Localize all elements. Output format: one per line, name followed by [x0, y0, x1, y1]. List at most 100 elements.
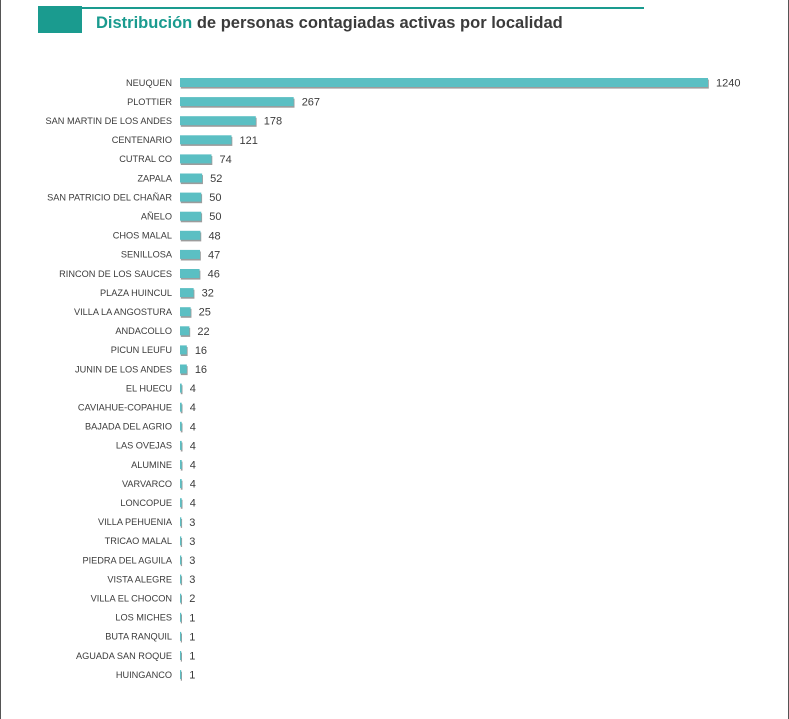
category-label-san-patricio-del-chanar: SAN PATRICIO DEL CHAÑAR: [47, 192, 172, 202]
value-label-san-martin-de-los-andes: 178: [264, 116, 282, 128]
value-label-senillosa: 47: [208, 249, 220, 261]
value-label-piedra-del-aguila: 3: [189, 555, 195, 567]
bar-cutral-co: [180, 154, 212, 164]
bar-shadow-piedra-del-aguila: [180, 557, 183, 567]
header-accent-block: [38, 6, 82, 33]
bar-aguada-san-roque: [180, 651, 182, 660]
category-label-plottier: PLOTTIER: [127, 97, 172, 107]
category-label-villa-la-angostura: VILLA LA ANGOSTURA: [74, 307, 173, 317]
chart-title-rest: de personas contagiadas activas por loca…: [192, 14, 563, 32]
value-label-chos-malal: 48: [208, 230, 220, 242]
bar-shadow-huinganco: [180, 671, 182, 681]
bar-shadow-villa-pehuenia: [180, 518, 183, 528]
bar-centenario: [180, 135, 232, 145]
bar-rincon-de-los-sauces: [180, 269, 200, 278]
value-label-caviahue-copahue: 4: [190, 402, 196, 414]
value-label-andacollo: 22: [197, 326, 209, 338]
chart-title: Distribución de personas contagiadas act…: [96, 14, 563, 33]
value-label-anelo: 50: [209, 211, 221, 223]
category-label-caviahue-copahue: CAVIAHUE-COPAHUE: [78, 403, 172, 413]
category-label-anelo: AÑELO: [141, 212, 172, 222]
bar-las-ovejas: [180, 440, 182, 450]
bar-varvarco: [180, 479, 182, 489]
category-label-cutral-co: CUTRAL CO: [119, 154, 172, 164]
category-label-chos-malal: CHOS MALAL: [113, 231, 172, 241]
bar-el-huecu: [180, 383, 182, 393]
bar-los-miches: [180, 612, 182, 622]
category-label-junin-de-los-andes: JUNIN DE LOS ANDES: [75, 364, 172, 374]
category-label-villa-pehuenia: VILLA PEHUENIA: [98, 517, 173, 527]
bar-vista-alegre: [180, 574, 182, 584]
value-label-picun-leufu: 16: [195, 345, 207, 357]
category-label-rincon-de-los-sauces: RINCON DE LOS SAUCES: [59, 269, 172, 279]
value-label-rincon-de-los-sauces: 46: [208, 269, 220, 281]
bar-anelo: [180, 211, 202, 221]
bar-junin-de-los-andes: [180, 364, 187, 374]
bar-shadow-aguada-san-roque: [180, 652, 182, 662]
value-label-neuquen: 1240: [716, 78, 740, 90]
value-label-plottier: 267: [302, 97, 320, 109]
bar-bajada-del-agrio: [180, 421, 182, 431]
bar-shadow-tricao-malal: [180, 538, 183, 547]
value-label-bajada-del-agrio: 4: [190, 421, 196, 433]
bar-villa-el-chocon: [180, 593, 182, 603]
value-label-villa-la-angostura: 25: [199, 307, 211, 319]
bar-tricao-malal: [180, 536, 182, 546]
bar-shadow-villa-el-chocon: [180, 595, 182, 605]
category-label-bajada-del-agrio: BAJADA DEL AGRIO: [85, 422, 172, 432]
value-label-las-ovejas: 4: [190, 440, 196, 452]
category-label-alumine: ALUMINE: [131, 460, 172, 470]
chart-title-highlight: Distribución: [96, 14, 193, 32]
category-label-el-huecu: EL HUECU: [126, 383, 172, 393]
category-label-aguada-san-roque: AGUADA SAN ROQUE: [76, 651, 172, 661]
value-label-san-patricio-del-chanar: 50: [209, 192, 221, 204]
value-label-plaza-huincul: 32: [202, 288, 214, 300]
value-label-tricao-malal: 3: [189, 536, 195, 548]
value-label-villa-pehuenia: 3: [189, 517, 195, 529]
category-label-buta-ranquil: BUTA RANQUIL: [105, 632, 172, 642]
category-label-andacollo: ANDACOLLO: [115, 326, 172, 336]
category-label-varvarco: VARVARCO: [122, 479, 172, 489]
value-label-el-huecu: 4: [190, 383, 196, 395]
bar-plaza-huincul: [180, 288, 194, 298]
category-label-huinganco: HUINGANCO: [116, 670, 172, 680]
category-label-vista-alegre: VISTA ALEGRE: [107, 574, 172, 584]
value-label-varvarco: 4: [190, 479, 196, 491]
category-label-tricao-malal: TRICAO MALAL: [105, 536, 172, 546]
bar-villa-la-angostura: [180, 307, 191, 317]
bar-huinganco: [180, 670, 182, 680]
category-label-neuquen: NEUQUEN: [126, 78, 172, 88]
category-label-centenario: CENTENARIO: [112, 135, 172, 145]
category-label-zapala: ZAPALA: [137, 173, 172, 183]
header-accent-line: [82, 7, 644, 9]
value-label-aguada-san-roque: 1: [189, 651, 195, 663]
bar-caviahue-copahue: [180, 402, 182, 412]
category-label-san-martin-de-los-andes: SAN MARTIN DE LOS ANDES: [46, 116, 172, 126]
category-label-picun-leufu: PICUN LEUFU: [111, 345, 172, 355]
bar-san-martin-de-los-andes: [180, 116, 256, 126]
category-label-los-miches: LOS MICHES: [115, 613, 172, 623]
category-label-senillosa: SENILLOSA: [121, 250, 173, 260]
bar-senillosa: [180, 249, 201, 259]
category-label-villa-el-chocon: VILLA EL CHOCON: [91, 594, 172, 604]
bar-villa-pehuenia: [180, 517, 182, 527]
bar-san-patricio-del-chanar: [180, 192, 202, 202]
category-label-piedra-del-aguila: PIEDRA DEL AGUILA: [82, 555, 172, 565]
bar-buta-ranquil: [180, 631, 182, 641]
category-label-las-ovejas: LAS OVEJAS: [116, 441, 172, 451]
bar-alumine: [180, 460, 182, 469]
bar-piedra-del-aguila: [180, 555, 182, 565]
bar-neuquen: [180, 78, 708, 87]
bar-shadow-vista-alegre: [180, 576, 183, 586]
value-label-alumine: 4: [190, 460, 196, 472]
bar-shadow-buta-ranquil: [180, 633, 182, 643]
category-label-plaza-huincul: PLAZA HUINCUL: [100, 288, 172, 298]
value-label-vista-alegre: 3: [189, 574, 195, 586]
bar-loncopue: [180, 498, 182, 508]
bar-plottier: [180, 97, 294, 107]
value-label-huinganco: 1: [189, 670, 195, 682]
value-label-cutral-co: 74: [220, 154, 232, 166]
category-label-loncopue: LONCOPUE: [120, 498, 172, 508]
value-label-centenario: 121: [240, 135, 258, 147]
